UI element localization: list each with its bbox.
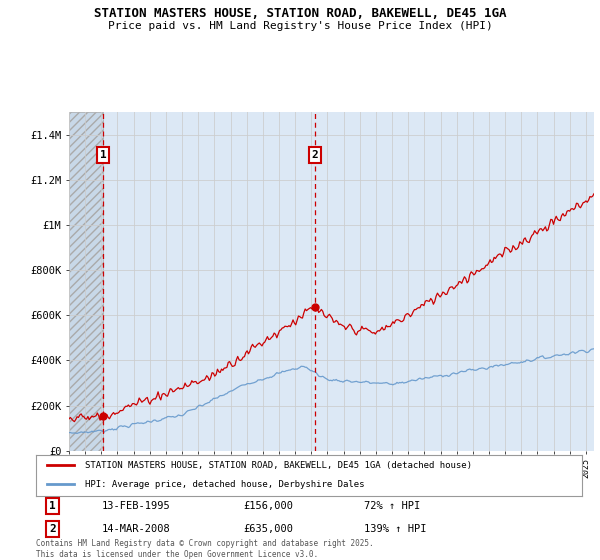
Text: Price paid vs. HM Land Registry's House Price Index (HPI): Price paid vs. HM Land Registry's House … (107, 21, 493, 31)
Text: 2: 2 (49, 524, 56, 534)
Text: 14-MAR-2008: 14-MAR-2008 (101, 524, 170, 534)
Text: 1: 1 (49, 501, 56, 511)
Text: £635,000: £635,000 (244, 524, 293, 534)
Text: 1: 1 (100, 150, 107, 160)
Text: Contains HM Land Registry data © Crown copyright and database right 2025.
This d: Contains HM Land Registry data © Crown c… (36, 539, 374, 559)
Text: STATION MASTERS HOUSE, STATION ROAD, BAKEWELL, DE45 1GA (detached house): STATION MASTERS HOUSE, STATION ROAD, BAK… (85, 461, 472, 470)
Text: 2: 2 (311, 150, 318, 160)
Text: £156,000: £156,000 (244, 501, 293, 511)
Bar (69, 112, 103, 451)
Text: 13-FEB-1995: 13-FEB-1995 (101, 501, 170, 511)
Text: 139% ↑ HPI: 139% ↑ HPI (364, 524, 426, 534)
Text: 72% ↑ HPI: 72% ↑ HPI (364, 501, 420, 511)
Text: STATION MASTERS HOUSE, STATION ROAD, BAKEWELL, DE45 1GA: STATION MASTERS HOUSE, STATION ROAD, BAK… (94, 7, 506, 20)
Text: HPI: Average price, detached house, Derbyshire Dales: HPI: Average price, detached house, Derb… (85, 480, 365, 489)
